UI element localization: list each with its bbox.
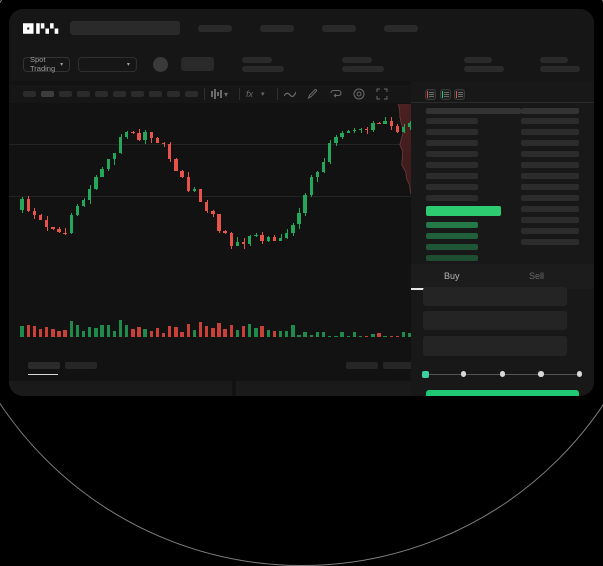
svg-text:▾: ▾ [224, 90, 228, 99]
